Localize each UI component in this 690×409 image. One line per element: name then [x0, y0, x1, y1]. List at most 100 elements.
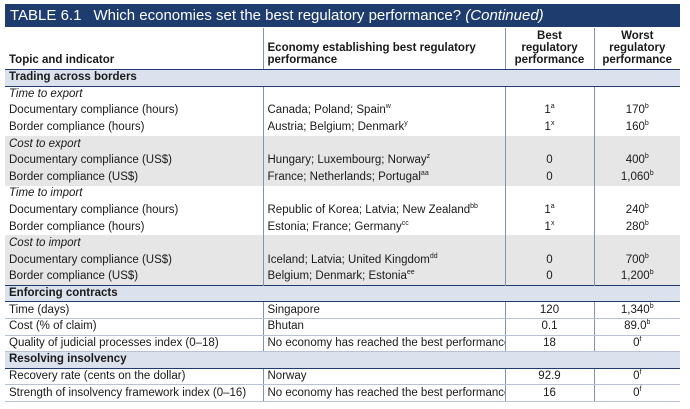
footnote-marker: b [644, 153, 649, 161]
header-row: Topic and indicator Economy establishing… [5, 28, 680, 70]
empty-cell [593, 185, 680, 203]
table-row: Documentary compliance (US$) Iceland; Lat… [5, 252, 680, 269]
economy-cell: Singapore [262, 301, 505, 319]
footnote-marker: f [639, 369, 642, 377]
cell-value: 700 [625, 253, 645, 266]
subgroup-row: Cost to export [5, 135, 680, 153]
economy-cell: No economy has reached the best performa… [262, 335, 505, 353]
cell-value: 160 [625, 121, 645, 134]
cell-value: Bhutan [267, 320, 304, 333]
worst-cell: 160b [593, 119, 680, 136]
table-row: Border compliance (hours) Austria; Belgiu… [5, 119, 680, 136]
cell-value: Norway [267, 369, 307, 382]
cell-value: Hungary; Luxembourg; Norway [267, 154, 427, 167]
footnote-marker: dd [429, 253, 438, 260]
cell-value: 0 [633, 369, 640, 382]
footnote-marker: b [649, 170, 654, 178]
footnote-marker: z [426, 153, 431, 161]
footnote-marker: x [550, 219, 555, 227]
indicator-cell: Border compliance (US$) [5, 268, 263, 286]
economy-cell: France; Netherlands; Portugalaa [262, 169, 505, 186]
cell-value: Canada; Poland; Spain [267, 104, 386, 117]
footnote-marker: bb [470, 203, 478, 211]
cell-value: 0 [633, 336, 640, 349]
indicator-cell: Strength of insolvency framework index (… [5, 384, 263, 402]
footnote-marker: x [550, 120, 555, 128]
indicator-cell: Border compliance (hours) [9, 121, 145, 134]
cell-value: Iceland; Latvia; United Kingdom [267, 253, 430, 266]
cell-value: 89.0 [624, 320, 647, 333]
subgroup-title: Cost to export [5, 135, 263, 153]
empty-cell [504, 235, 594, 253]
cell-value: 400 [625, 154, 645, 167]
footnote-marker: b [644, 120, 649, 128]
section-title: Enforcing contracts [5, 284, 680, 303]
cell-value: 92.9 [538, 369, 561, 382]
worst-cell: 89.0b [593, 318, 680, 336]
best-cell: 18 [504, 335, 594, 353]
cell-value: 1 [544, 204, 551, 217]
section-row: Resolving insolvency [5, 351, 680, 369]
indicator-cell: Quality of judicial processes index (0–1… [5, 335, 263, 353]
cell-value: 0.1 [541, 320, 558, 333]
indicator-cell: Recovery rate (cents on the dollar) [5, 368, 263, 386]
subgroup-row: Time to export [5, 86, 680, 103]
worst-cell: 0f [593, 368, 680, 386]
worst-cell: 1,200b [593, 268, 680, 286]
empty-cell [504, 185, 594, 203]
section-row: Trading across borders [5, 69, 680, 87]
indicator-cell: Documentary compliance (hours) [9, 204, 179, 217]
footnote-marker: cc [401, 219, 409, 227]
footnote-marker: b [644, 103, 649, 111]
section-row: Enforcing contracts [5, 284, 680, 303]
footnote-marker: f [639, 335, 642, 343]
economy-cell: Austria; Belgium; Denmarky [262, 119, 505, 136]
cell-value: Belgium; Denmark; Estonia [267, 270, 407, 283]
footnote-marker: b [646, 319, 651, 327]
best-cell: 0 [504, 268, 594, 286]
footnote-marker: b [644, 253, 649, 260]
indicator-cell: Cost (% of claim) [5, 318, 263, 336]
best-cell: 0.1 [504, 318, 594, 336]
subgroup-row: Cost to import [5, 235, 680, 253]
indicator-cell: Documentary compliance (US$) [5, 152, 263, 170]
cell-value: 1,200 [620, 270, 650, 283]
header-economy: Economy establishing best regulatory per… [262, 28, 505, 70]
footnote-marker: y [404, 120, 408, 128]
footnote-marker: b [644, 203, 649, 211]
footnote-marker: w [385, 103, 391, 111]
best-cell: 0 [504, 169, 594, 186]
empty-cell [593, 86, 680, 103]
indicator-cell: Border compliance (US$) [5, 169, 263, 186]
indicator-cell: Documentary compliance (US$) [5, 252, 263, 269]
best-cell: 1a [504, 202, 594, 219]
empty-cell [504, 86, 594, 103]
table-row: Time (days) Singapore 120 1,340b [5, 301, 680, 319]
cell-value: Estonia; France; Germany [267, 220, 402, 233]
cell-value: 280 [625, 220, 645, 233]
footnote-marker: ee [406, 269, 415, 277]
cell-value: 120 [539, 303, 560, 316]
worst-cell: 280b [593, 218, 680, 236]
table-row: Documentary compliance (US$) Hungary; Lux… [5, 152, 680, 170]
cell-value: 16 [543, 386, 556, 399]
economy-cell: Hungary; Luxembourg; Norwayz [262, 152, 505, 170]
header-worst: Worst regulatory performance [593, 28, 680, 70]
cell-value: 1,340 [620, 303, 650, 316]
economy-cell: No economy has reached the best performa… [262, 384, 505, 402]
economy-cell: Canada; Poland; Spainw [262, 102, 505, 120]
regulatory-performance-table: Topic and indicator Economy establishing… [5, 28, 680, 402]
subgroup-title: Time to import [9, 187, 83, 200]
footnote-marker: aa [420, 170, 429, 178]
empty-cell [262, 185, 505, 203]
worst-cell: 1,060b [593, 169, 680, 186]
table-body: Trading across borders Time to export Docu… [5, 69, 680, 402]
table-row: Documentary compliance (hours) Canada; Po… [5, 102, 680, 120]
empty-cell [593, 135, 680, 153]
cell-value: 0 [633, 386, 640, 399]
footnote-marker: b [644, 219, 649, 227]
table-row: Border compliance (US$) France; Netherlan… [5, 169, 680, 186]
header-topic: Topic and indicator [5, 28, 263, 70]
cell-value: 1,060 [620, 170, 650, 183]
